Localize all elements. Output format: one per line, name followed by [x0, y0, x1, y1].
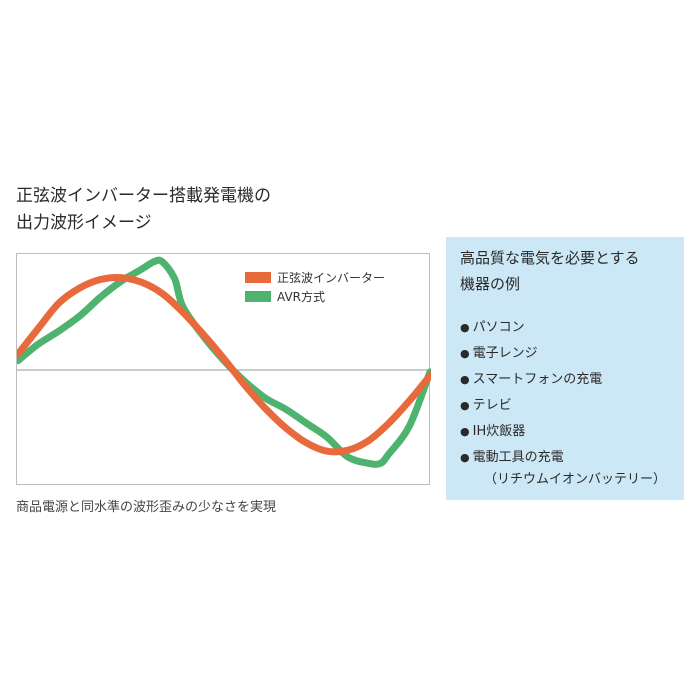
- list-item: ● 電子レンジ: [460, 341, 672, 367]
- legend-swatch: [245, 291, 271, 302]
- list-item: ● IH炊飯器: [460, 419, 672, 445]
- device-list: ● パソコン ● 電子レンジ ● スマートフォンの充電 ● テレビ ● IH炊飯器 ● 電動…: [460, 315, 672, 471]
- list-item-subnote: （リチウムイオンバッテリー）: [484, 472, 667, 487]
- bullet-icon: ●: [460, 451, 470, 464]
- list-item-label: パソコン: [472, 320, 525, 335]
- device-examples-panel: 高品質な電気を必要とする 機器の例 ● パソコン ● 電子レンジ ● スマートフォンの…: [446, 237, 684, 500]
- bullet-icon: ●: [460, 347, 470, 360]
- list-item-label: 電子レンジ: [472, 346, 538, 361]
- legend-entry: AVR方式: [245, 289, 325, 304]
- list-item: ● テレビ: [460, 393, 672, 419]
- list-item-label: IH炊飯器: [472, 424, 526, 439]
- legend-swatch: [245, 272, 271, 283]
- list-item: ● 電動工具の充電: [460, 445, 672, 471]
- chart-title-line-2: 出力波形イメージ: [16, 213, 152, 233]
- series-line-sine-inverter: [17, 273, 431, 456]
- legend-entry: 正弦波インバーター: [245, 270, 385, 285]
- chart-title: 正弦波インバーター搭載発電機の 出力波形イメージ: [16, 183, 271, 237]
- legend-label: 正弦波インバーター: [277, 270, 385, 285]
- bullet-icon: ●: [460, 373, 470, 386]
- bullet-icon: ●: [460, 399, 470, 412]
- chart-title-line-1: 正弦波インバーター搭載発電機の: [16, 186, 271, 206]
- bullet-icon: ●: [460, 321, 470, 334]
- list-item-label: スマートフォンの充電: [472, 372, 603, 387]
- panel-title-line-1: 高品質な電気を必要とする: [460, 249, 640, 267]
- chart-caption: 商品電源と同水準の波形歪みの少なさを実現: [16, 500, 277, 515]
- list-item: ● スマートフォンの充電: [460, 367, 672, 393]
- panel-title-line-2: 機器の例: [460, 275, 521, 293]
- list-item: ● パソコン: [460, 315, 672, 341]
- list-item-label: テレビ: [472, 398, 512, 413]
- legend-label: AVR方式: [277, 289, 325, 304]
- waveform-chart: 正弦波インバーター AVR方式: [16, 253, 431, 485]
- waveform-chart-svg: 正弦波インバーター AVR方式: [17, 256, 431, 468]
- list-item-label: 電動工具の充電: [472, 450, 564, 465]
- bullet-icon: ●: [460, 425, 470, 438]
